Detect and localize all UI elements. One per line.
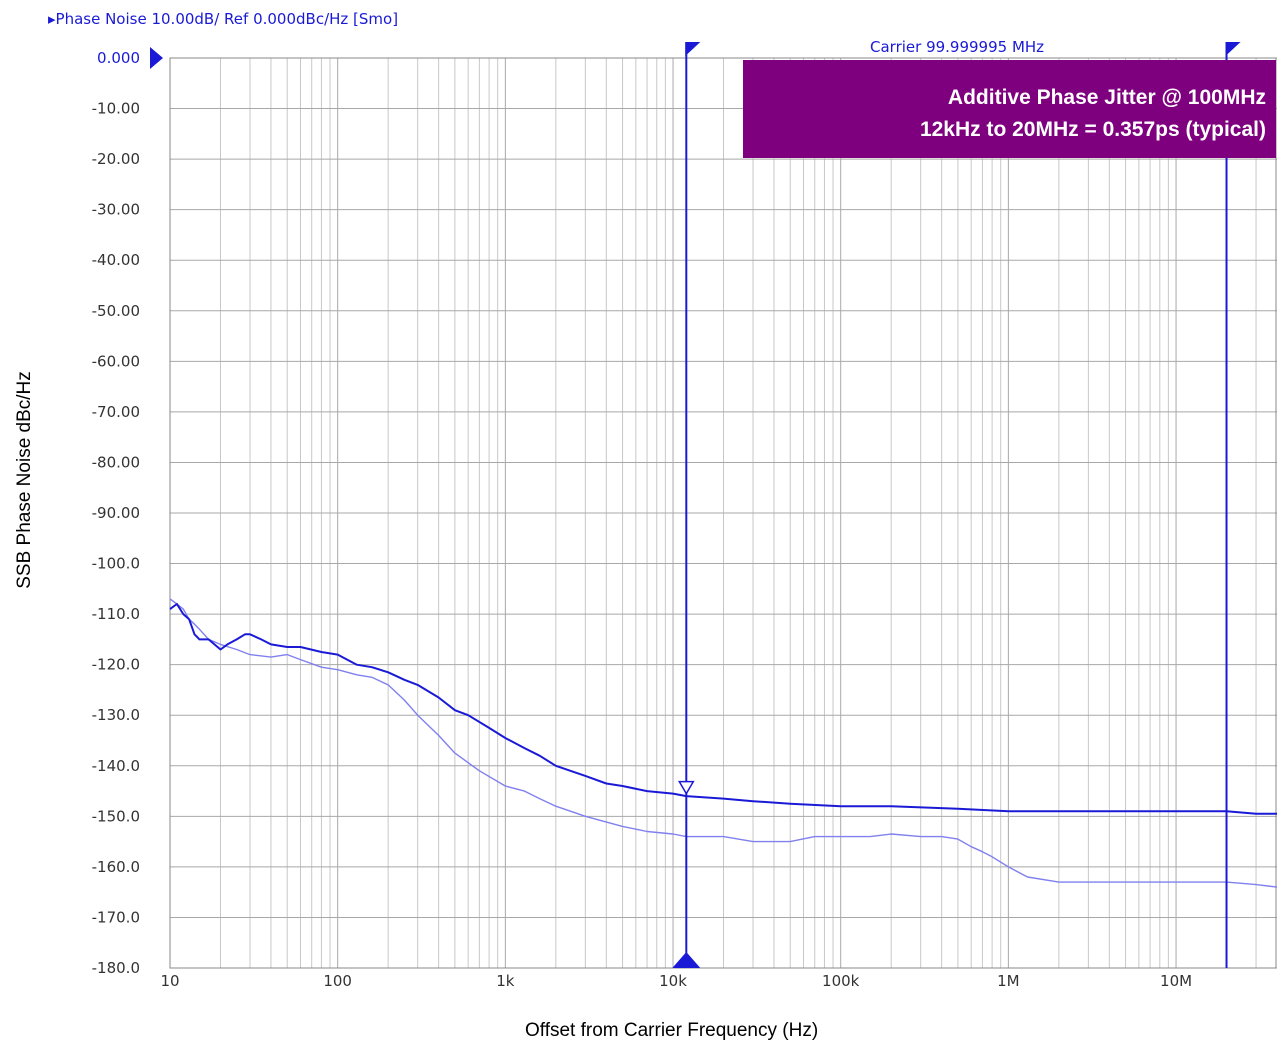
annotation-box	[743, 60, 1276, 158]
y-tick-label: -10.00	[92, 100, 140, 118]
y-tick-label: -50.00	[92, 302, 140, 320]
y-axis-label: SSB Phase Noise dBc/Hz	[14, 371, 35, 589]
y-tick-label: -160.0	[92, 858, 140, 876]
traces	[169, 598, 1277, 888]
x-tick-label: 10	[160, 972, 179, 990]
y-tick-labels: 0.000 -10.00 -20.00 -30.00 -40.00 -50.00 -60.0…	[92, 47, 163, 977]
y-tick-label: -70.00	[92, 403, 140, 421]
y-tick-label: -80.00	[92, 453, 140, 471]
y-tick-label: -30.00	[92, 201, 140, 219]
y-tick-label: -170.0	[92, 908, 140, 926]
phase-noise-trace-light	[169, 598, 1277, 888]
probe-marker-icon	[677, 780, 695, 796]
marker-flag	[685, 42, 701, 56]
major-gridlines	[169, 57, 1277, 969]
annotation-line-2: 12kHz to 20MHz = 0.357ps (typical)	[920, 118, 1266, 141]
y-tick-label: -110.0	[92, 605, 140, 623]
x-tick-labels: 10 100 1k 10k 100k 1M 10M	[160, 972, 1192, 990]
x-tick-label: 10M	[1160, 972, 1192, 990]
x-axis-label: Offset from Carrier Frequency (Hz)	[525, 1020, 818, 1041]
y-tick-label: -40.00	[92, 251, 140, 269]
chart-title: ▸Phase Noise 10.00dB/ Ref 0.000dBc/Hz [S…	[48, 10, 398, 28]
x-tick-label: 100k	[822, 972, 860, 990]
markers	[672, 42, 1241, 968]
y-tick-label: -20.00	[92, 150, 140, 168]
start-marker-triangle	[672, 952, 701, 968]
y-tick-label: -100.0	[92, 555, 140, 573]
y-tick-label: 0.000	[97, 49, 140, 67]
marker-flag	[1225, 42, 1241, 56]
jitter-annotation: Additive Phase Jitter @ 100MHz 12kHz to …	[743, 60, 1276, 158]
y-tick-label: -140.0	[92, 757, 140, 775]
y-tick-label: -180.0	[92, 959, 140, 977]
y-tick-label: -130.0	[92, 706, 140, 724]
x-tick-label: 100	[323, 972, 352, 990]
x-tick-label: 1k	[496, 972, 515, 990]
annotation-line-1: Additive Phase Jitter @ 100MHz	[948, 86, 1266, 109]
phase-noise-trace-main	[169, 603, 1277, 815]
x-tick-label: 10k	[659, 972, 687, 990]
x-tick-label: 1M	[997, 972, 1020, 990]
y-tick-label: -150.0	[92, 807, 140, 825]
y-tick-label: -60.00	[92, 352, 140, 370]
y-tick-label: -120.0	[92, 656, 140, 674]
carrier-label: Carrier 99.999995 MHz	[870, 38, 1044, 56]
y-tick-label: -90.00	[92, 504, 140, 522]
reference-level-marker	[150, 47, 163, 69]
plot-frame	[169, 57, 1277, 969]
